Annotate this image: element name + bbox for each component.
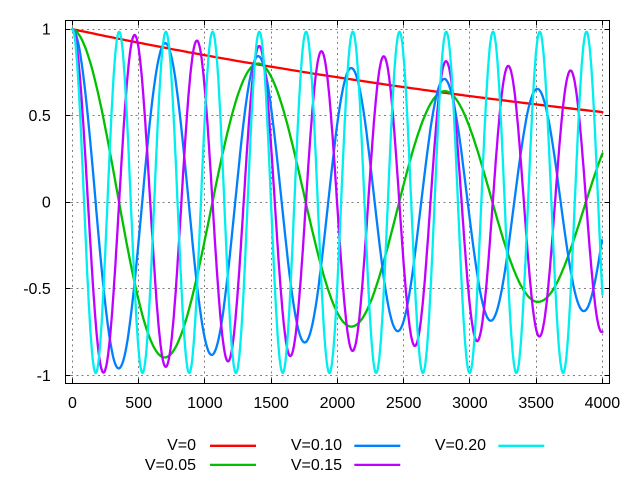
svg-text:500: 500 [125, 395, 152, 412]
svg-text:V=0.05: V=0.05 [145, 457, 196, 474]
svg-text:4000: 4000 [585, 395, 621, 412]
svg-text:2500: 2500 [386, 395, 422, 412]
svg-text:V=0.15: V=0.15 [291, 457, 342, 474]
svg-text:V=0.20: V=0.20 [435, 437, 486, 454]
svg-text:-0.5: -0.5 [23, 281, 51, 298]
svg-text:V=0.10: V=0.10 [291, 437, 342, 454]
svg-text:3000: 3000 [452, 395, 488, 412]
svg-text:V=0: V=0 [167, 437, 196, 454]
svg-text:1500: 1500 [253, 395, 289, 412]
svg-text:1: 1 [42, 21, 51, 38]
svg-text:3500: 3500 [518, 395, 554, 412]
svg-text:1000: 1000 [187, 395, 223, 412]
svg-text:-1: -1 [37, 368, 51, 385]
svg-text:0: 0 [68, 395, 77, 412]
svg-text:0: 0 [42, 195, 51, 212]
svg-text:0.5: 0.5 [29, 108, 51, 125]
svg-text:2000: 2000 [320, 395, 356, 412]
